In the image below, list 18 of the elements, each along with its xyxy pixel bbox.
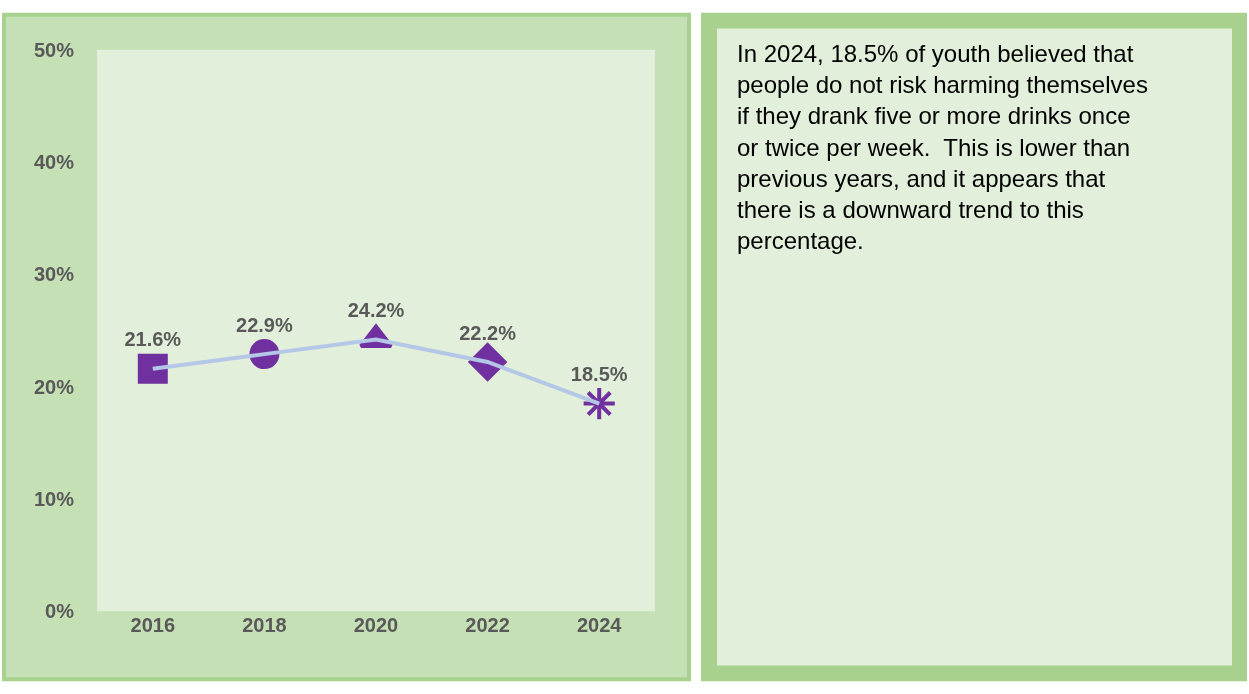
text: 18.5% — [570, 363, 628, 386]
y-tick-label: 30% — [33, 263, 75, 286]
y-tick-label: 20% — [33, 375, 75, 398]
x-tick-label: 2016 — [130, 614, 176, 637]
x-tick-label: 2022 — [465, 614, 510, 637]
text: 24.2% — [347, 299, 405, 322]
point — [137, 353, 168, 384]
text: 21.6% — [124, 328, 182, 351]
y-tick-label: 0% — [45, 600, 75, 623]
y-tick-label: 10% — [33, 488, 75, 511]
x-tick-label: 2024 — [576, 614, 623, 637]
text: 22.2% — [459, 321, 516, 344]
text: In 2024, 18.5% of youth believed that people do not risk harming themselves if they drank five or more drinks once or twice per week. This is lower than previous years, and it appears that there is a downward trend to this percentage. — [737, 40, 1148, 255]
x-tick-label: 2020 — [353, 614, 399, 637]
y-tick-label: 50% — [33, 38, 75, 61]
y-tick-label: 40% — [33, 151, 75, 174]
x-tick-label: 2018 — [242, 614, 287, 637]
text: 22.9% — [236, 313, 293, 336]
